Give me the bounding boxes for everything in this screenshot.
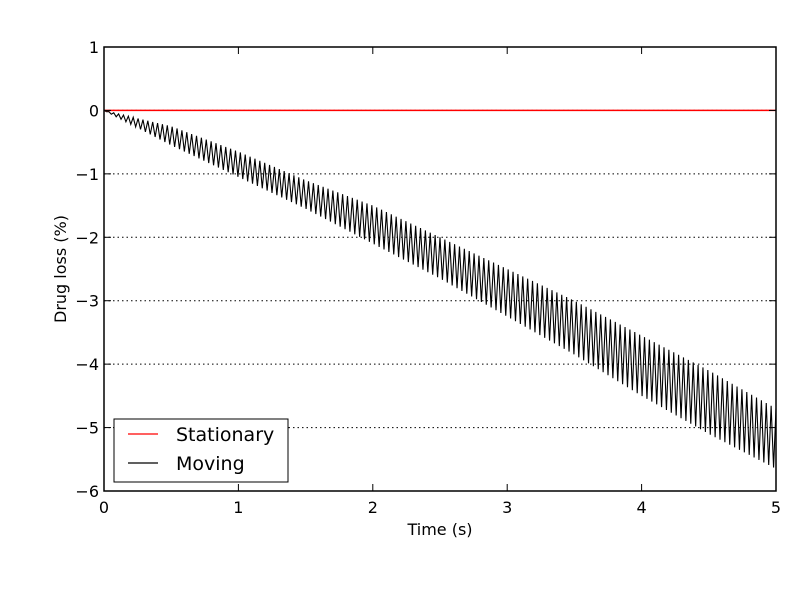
y-tick-label-4: −3	[75, 292, 99, 311]
y-tick-label-3: −2	[75, 228, 99, 247]
y-tick-label-2: −1	[75, 165, 99, 184]
tick-labels: 10−1−2−3−4−5−60 1 2 3 4 5	[75, 38, 781, 517]
plot-background	[104, 47, 776, 491]
x-tick-label-0: 0	[99, 498, 109, 517]
x-tick-label-4: 4	[637, 498, 647, 517]
legend: Stationary Moving	[113, 418, 289, 483]
y-tick-label-7: −6	[75, 482, 99, 501]
y-tick-label-5: −4	[75, 355, 99, 374]
legend-frame	[113, 418, 289, 483]
x-tick-label-3: 3	[502, 498, 512, 517]
plot-frame	[103, 46, 777, 492]
y-tick-label-1: 0	[89, 101, 99, 120]
plot-area	[103, 46, 777, 492]
x-axis-label: Time (s)	[406, 520, 472, 539]
legend-label-stationary: Stationary	[176, 424, 274, 446]
x-tick-label-1: 1	[233, 498, 243, 517]
legend-label-moving: Moving	[176, 453, 245, 475]
x-tick-label-5: 5	[771, 498, 781, 517]
series-layer	[103, 109, 777, 468]
x-tick-label-2: 2	[368, 498, 378, 517]
series-moving-line	[103, 109, 777, 468]
y-tick-label-0: 1	[89, 38, 99, 57]
y-axis-label: Drug loss (%)	[51, 215, 70, 323]
ticks	[103, 46, 777, 492]
y-tick-label-6: −5	[75, 419, 99, 438]
